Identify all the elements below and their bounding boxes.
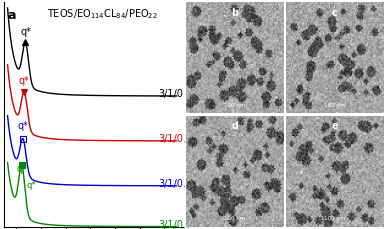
Text: 100 nm: 100 nm (224, 103, 246, 108)
Text: b: b (231, 8, 239, 18)
Text: 3/1/0.5: 3/1/0.5 (158, 179, 192, 189)
Text: q*: q* (19, 76, 30, 86)
Text: q*: q* (26, 181, 36, 190)
Text: c: c (332, 8, 337, 18)
Text: 100 nm: 100 nm (324, 216, 345, 221)
Text: TEOS/EO$_{114}$CL$_{84}$/PEO$_{22}$: TEOS/EO$_{114}$CL$_{84}$/PEO$_{22}$ (47, 7, 158, 21)
Text: q*: q* (16, 164, 27, 174)
Text: e: e (331, 121, 338, 131)
Text: 100 nm: 100 nm (324, 103, 345, 108)
Text: d: d (232, 121, 239, 131)
Text: 3/1/0.7: 3/1/0.7 (158, 220, 192, 229)
Text: a: a (7, 9, 16, 22)
Text: q*: q* (20, 27, 31, 37)
Text: 100 nm: 100 nm (224, 216, 246, 221)
Text: 3/1/0.3: 3/1/0.3 (158, 134, 192, 144)
Text: q*: q* (17, 121, 28, 131)
Y-axis label: Log I: Log I (0, 103, 1, 126)
Text: 3/1/0: 3/1/0 (158, 89, 183, 99)
